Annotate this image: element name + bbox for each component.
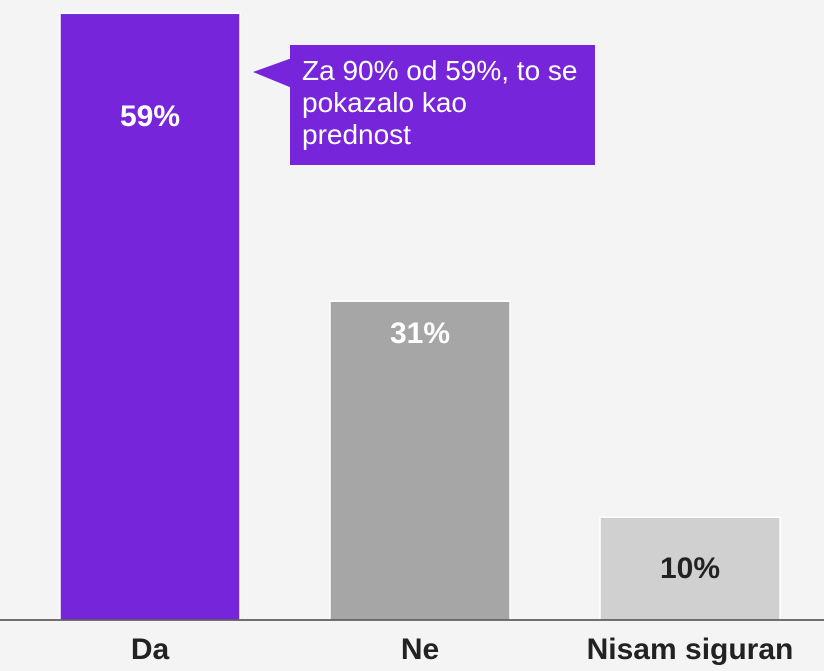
bar [599,516,781,621]
value-label: 31% [390,317,450,350]
annotation: Za 90% od 59%, to se pokazalo kao predno… [290,45,595,165]
callout-pointer [253,58,292,88]
value-label: 10% [660,552,720,585]
value-label: 59% [120,100,180,133]
x-tick-label: Da [131,633,170,666]
bar [329,300,511,621]
x-tick-label: Ne [401,633,439,666]
x-tick-label: Nisam siguran [587,633,794,666]
